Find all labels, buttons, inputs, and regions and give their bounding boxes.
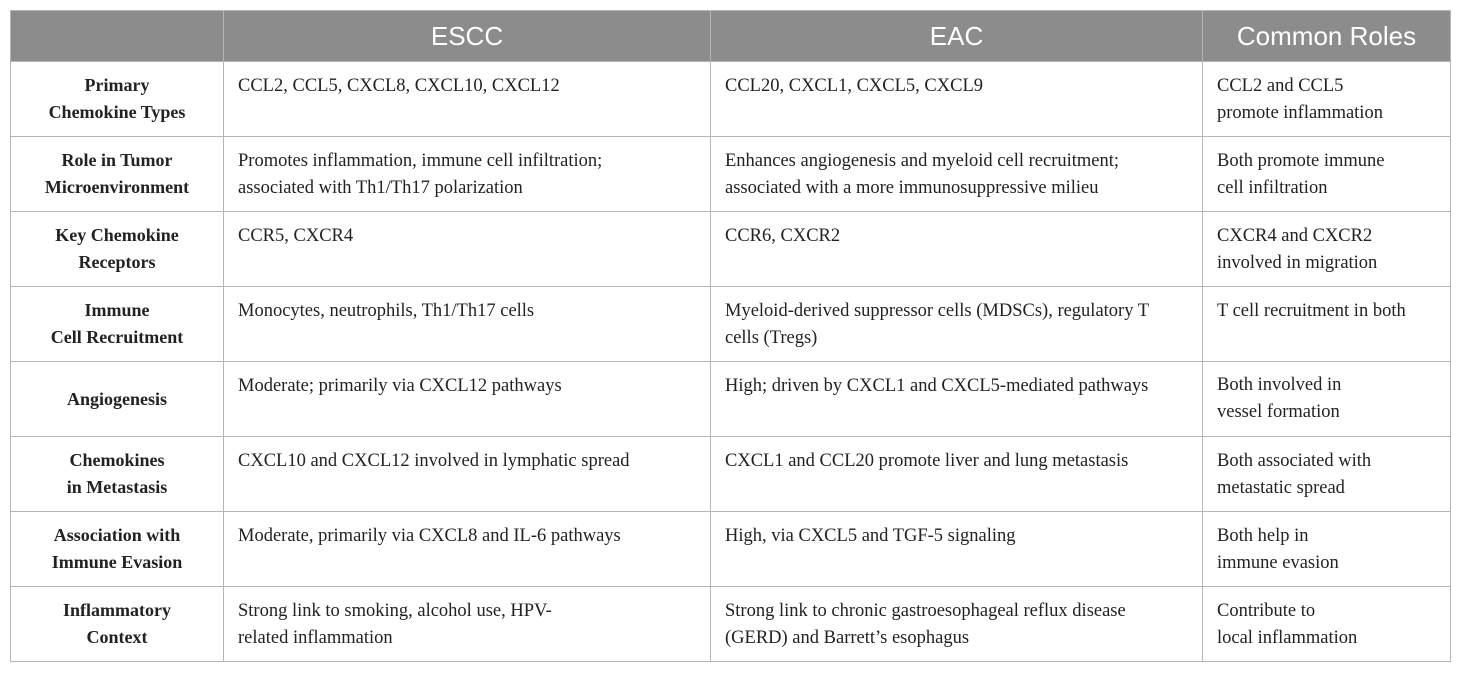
header-corner-cell — [10, 10, 224, 62]
table-row: Immune Cell Recruitment Monocytes, neutr… — [10, 286, 1451, 362]
eac-cell: CCL20, CXCL1, CXCL5, CXCL9 — [710, 61, 1203, 137]
common-roles-cell: Both involved in vessel formation — [1202, 361, 1451, 437]
eac-cell: Enhances angiogenesis and myeloid cell r… — [710, 136, 1203, 212]
table-row: Role in Tumor Microenvironment Promotes … — [10, 136, 1451, 212]
row-label: Role in Tumor Microenvironment — [10, 136, 224, 212]
common-roles-cell: Contribute to local inflammation — [1202, 586, 1451, 662]
eac-cell: CXCL1 and CCL20 promote liver and lung m… — [710, 436, 1203, 512]
row-label: Inflammatory Context — [10, 586, 224, 662]
row-label: Chemokines in Metastasis — [10, 436, 224, 512]
header-row: ESCC EAC Common Roles — [10, 10, 1451, 62]
eac-cell: High, via CXCL5 and TGF-5 signaling — [710, 511, 1203, 587]
table-header: ESCC EAC Common Roles — [10, 10, 1451, 62]
common-roles-cell: CCL2 and CCL5 promote inflammation — [1202, 61, 1451, 137]
common-roles-cell: Both promote immune cell infiltration — [1202, 136, 1451, 212]
table-row: Angiogenesis Moderate; primarily via CXC… — [10, 361, 1451, 437]
escc-cell: Moderate; primarily via CXCL12 pathways — [223, 361, 711, 437]
header-common-roles: Common Roles — [1202, 10, 1451, 62]
row-label: Primary Chemokine Types — [10, 61, 224, 137]
common-roles-cell: Both help in immune evasion — [1202, 511, 1451, 587]
row-label: Immune Cell Recruitment — [10, 286, 224, 362]
table-row: Chemokines in Metastasis CXCL10 and CXCL… — [10, 436, 1451, 512]
row-label: Angiogenesis — [10, 361, 224, 437]
eac-cell: High; driven by CXCL1 and CXCL5-mediated… — [710, 361, 1203, 437]
eac-cell: Strong link to chronic gastroesophageal … — [710, 586, 1203, 662]
common-roles-cell: Both associated with metastatic spread — [1202, 436, 1451, 512]
row-label: Association with Immune Evasion — [10, 511, 224, 587]
table-row: Primary Chemokine Types CCL2, CCL5, CXCL… — [10, 61, 1451, 137]
table-row: Key Chemokine Receptors CCR5, CXCR4 CCR6… — [10, 211, 1451, 287]
table-row: Association with Immune Evasion Moderate… — [10, 511, 1451, 587]
eac-cell: Myeloid-derived suppressor cells (MDSCs)… — [710, 286, 1203, 362]
escc-cell: Monocytes, neutrophils, Th1/Th17 cells — [223, 286, 711, 362]
header-eac: EAC — [710, 10, 1203, 62]
row-label: Key Chemokine Receptors — [10, 211, 224, 287]
table-row: Inflammatory Context Strong link to smok… — [10, 586, 1451, 662]
escc-cell: CCR5, CXCR4 — [223, 211, 711, 287]
common-roles-cell: T cell recruitment in both — [1202, 286, 1451, 362]
chemokine-comparison-table: ESCC EAC Common Roles Primary Chemokine … — [10, 10, 1451, 662]
header-escc: ESCC — [223, 10, 711, 62]
escc-cell: CCL2, CCL5, CXCL8, CXCL10, CXCL12 — [223, 61, 711, 137]
escc-cell: Promotes inflammation, immune cell infil… — [223, 136, 711, 212]
common-roles-cell: CXCR4 and CXCR2 involved in migration — [1202, 211, 1451, 287]
eac-cell: CCR6, CXCR2 — [710, 211, 1203, 287]
escc-cell: Moderate, primarily via CXCL8 and IL-6 p… — [223, 511, 711, 587]
escc-cell: Strong link to smoking, alcohol use, HPV… — [223, 586, 711, 662]
escc-cell: CXCL10 and CXCL12 involved in lymphatic … — [223, 436, 711, 512]
table-body: Primary Chemokine Types CCL2, CCL5, CXCL… — [10, 61, 1451, 662]
